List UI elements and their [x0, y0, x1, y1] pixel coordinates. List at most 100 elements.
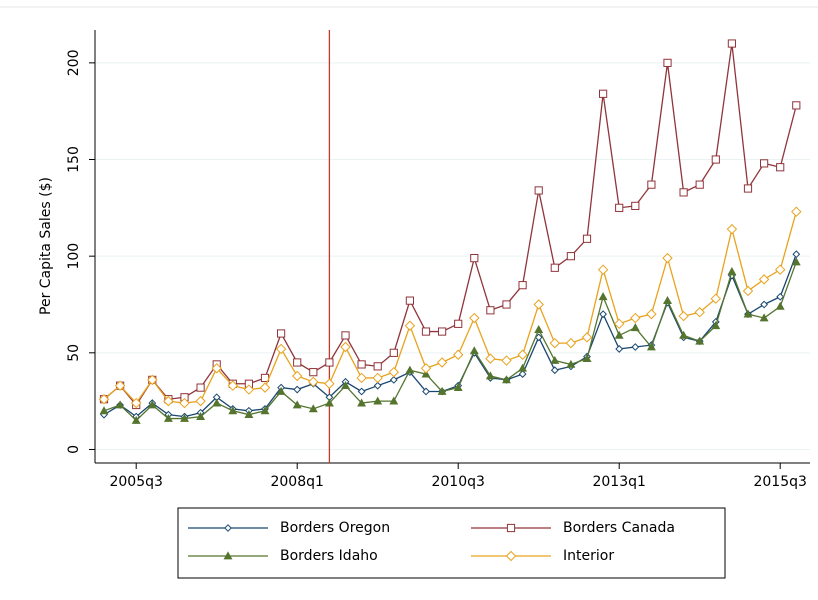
marker: [518, 363, 528, 372]
marker: [115, 400, 125, 409]
marker: [582, 234, 592, 243]
marker: [223, 551, 233, 560]
marker: [485, 371, 495, 380]
marker: [405, 365, 415, 374]
marker: [114, 380, 126, 391]
marker: [776, 163, 785, 172]
series: [99, 257, 801, 424]
marker: [760, 300, 769, 309]
marker: [180, 413, 189, 422]
marker: [195, 395, 206, 407]
marker: [452, 349, 464, 360]
marker: [357, 387, 366, 396]
marker: [505, 550, 517, 562]
marker: [309, 368, 318, 377]
marker: [727, 266, 737, 276]
marker: [759, 313, 769, 322]
marker: [694, 307, 705, 318]
legend-label: Borders Idaho: [280, 548, 378, 564]
marker: [260, 406, 270, 415]
marker: [506, 523, 516, 533]
series-line: [103, 254, 797, 418]
marker: [679, 188, 688, 197]
marker: [501, 355, 512, 366]
marker: [308, 376, 319, 388]
x-tick-label: 2008q1: [270, 474, 323, 490]
marker: [422, 387, 430, 396]
marker: [389, 396, 399, 405]
marker: [341, 331, 350, 340]
marker: [710, 293, 722, 304]
marker: [711, 155, 720, 164]
marker: [228, 406, 238, 415]
marker: [792, 101, 801, 110]
marker: [405, 296, 414, 305]
marker: [373, 362, 382, 371]
marker: [453, 382, 463, 391]
marker: [550, 366, 559, 375]
marker: [726, 223, 738, 235]
marker: [388, 366, 400, 378]
marker: [647, 180, 656, 189]
marker: [597, 264, 609, 275]
marker: [324, 378, 335, 389]
marker: [550, 355, 560, 364]
marker: [534, 324, 544, 334]
marker: [130, 397, 142, 409]
marker: [436, 357, 448, 368]
marker: [614, 330, 624, 339]
marker: [373, 396, 383, 405]
marker: [630, 323, 640, 332]
marker: [662, 252, 673, 264]
y-axis-label: Per Capita Sales ($): [38, 177, 54, 315]
marker: [679, 330, 689, 339]
marker: [372, 372, 383, 384]
marker: [357, 398, 367, 407]
marker: [615, 203, 624, 212]
marker: [518, 370, 527, 378]
marker: [743, 309, 753, 318]
marker: [678, 310, 689, 322]
marker: [356, 372, 367, 384]
legend: [177, 507, 726, 579]
marker: [791, 206, 802, 217]
marker: [421, 327, 431, 336]
marker: [341, 381, 350, 390]
marker: [743, 184, 753, 193]
marker: [775, 301, 785, 310]
series: [99, 39, 801, 410]
marker: [646, 308, 657, 320]
marker: [389, 348, 398, 357]
legend-label: Borders Oregon: [280, 520, 390, 536]
marker: [631, 201, 640, 211]
marker: [421, 369, 431, 378]
marker: [695, 180, 704, 189]
marker: [791, 257, 801, 266]
marker: [469, 346, 479, 355]
marker: [469, 312, 480, 324]
marker: [277, 329, 286, 338]
marker: [389, 375, 398, 384]
marker: [196, 383, 205, 392]
marker: [630, 312, 641, 324]
marker: [776, 292, 785, 301]
marker: [291, 370, 303, 382]
marker: [454, 319, 463, 328]
marker: [224, 524, 232, 532]
x-tick-label: 2005q3: [109, 474, 162, 490]
marker: [340, 341, 351, 353]
marker: [163, 395, 174, 407]
marker: [663, 295, 672, 305]
marker: [582, 353, 592, 362]
marker: [243, 384, 255, 395]
marker: [695, 336, 705, 345]
marker: [227, 380, 239, 391]
marker: [244, 410, 254, 419]
marker: [404, 320, 416, 331]
marker: [615, 345, 624, 353]
marker: [727, 39, 736, 48]
legend-label: Interior: [563, 548, 614, 564]
marker: [549, 337, 561, 349]
marker: [420, 363, 432, 374]
marker: [581, 332, 593, 343]
